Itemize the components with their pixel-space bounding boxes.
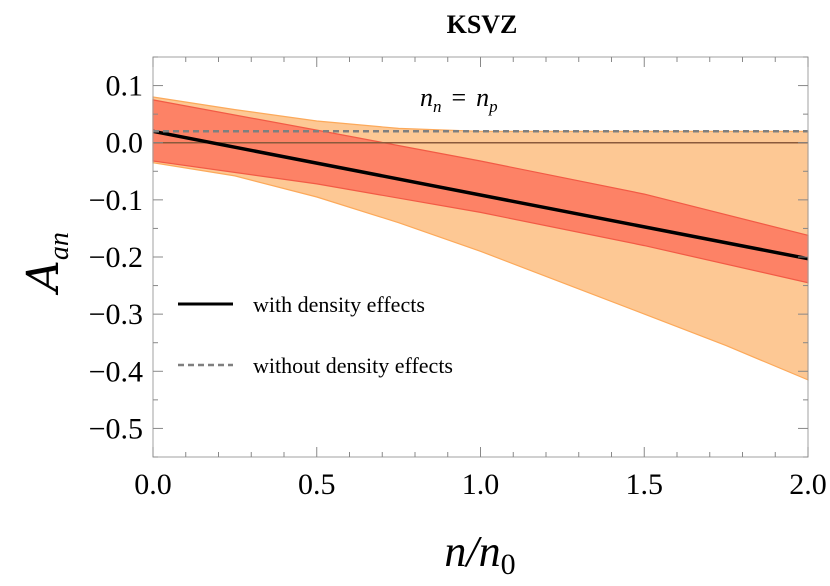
y-tick-label: −0.1 [89,184,143,217]
series-line-0 [152,129,809,261]
y-tick-label: −0.2 [89,241,143,274]
x-tick-label: 0.0 [134,468,172,501]
annotation-right-sub: p [488,97,498,116]
x-axis-label: n/n0 [444,527,515,581]
x-tick-label: 0.5 [298,468,336,501]
y-axis-label-sub: an [44,232,75,260]
x-tick-label: 1.5 [626,468,664,501]
y-tick-label: −0.5 [89,412,143,445]
annotation-eq: = [452,83,467,112]
x-tick-label: 1.0 [462,468,500,501]
annotation-left-sub: n [433,97,442,116]
legend-label-with-density: with density effects [253,292,425,317]
series-lines [152,129,809,261]
x-tick-labels: 0.0 0.5 1.0 1.5 2.0 [134,468,827,501]
y-axis-label-main: A [18,260,69,296]
x-tick-label: 2.0 [789,468,827,501]
annotation-left: n [420,83,433,112]
y-tick-label: 0.0 [106,127,144,160]
y-tick-label: −0.3 [89,298,143,331]
y-axis-label: Aan [18,232,75,296]
confidence-bands [152,96,809,381]
annotation-right: n [476,83,489,112]
chart-title: KSVZ [447,10,518,39]
legend: with density effects without density eff… [178,292,453,378]
y-tick-label: 0.1 [106,70,144,103]
axis-ticks [152,56,809,458]
y-tick-label: −0.4 [89,355,143,388]
x-axis-label-sub: 0 [501,548,516,581]
y-tick-labels: 0.1 0.0 −0.1 −0.2 −0.3 −0.4 −0.5 [89,70,143,446]
legend-label-without-density: without density effects [253,353,453,378]
annotation-nn-np: nn = np [420,83,498,116]
x-axis-label-main: n/n [444,527,500,576]
